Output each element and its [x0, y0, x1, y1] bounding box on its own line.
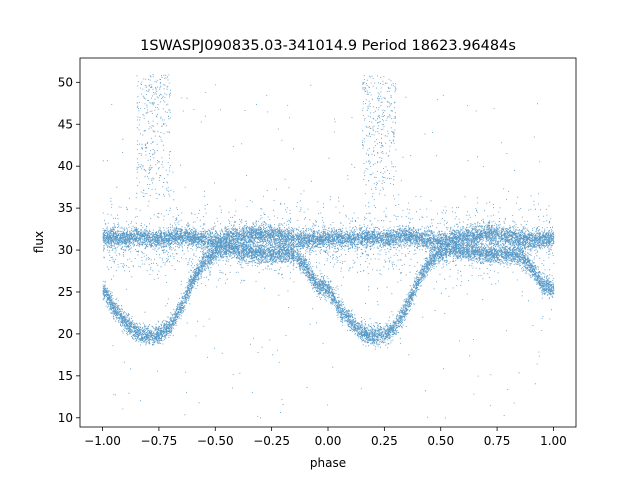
- data-points: [102, 74, 555, 419]
- y-tick-label: 50: [58, 75, 73, 89]
- x-tick-label: −0.75: [141, 434, 178, 448]
- x-tick-label: 0.25: [371, 434, 398, 448]
- x-tick-label: −0.50: [197, 434, 234, 448]
- y-tick-label: 10: [58, 411, 73, 425]
- y-tick-label: 35: [58, 201, 73, 215]
- x-tick-label: 0.50: [427, 434, 454, 448]
- x-axis-label: phase: [310, 456, 346, 470]
- x-axis: −1.00 −0.75 −0.50 −0.25 0.00 0.25 0.50 0.75 1.00: [84, 427, 567, 448]
- y-tick-label: 20: [58, 327, 73, 341]
- y-tick-label: 15: [58, 369, 73, 383]
- x-tick-label: 0.75: [484, 434, 511, 448]
- chart-title: 1SWASPJ090835.03-341014.9 Period 18623.9…: [140, 38, 516, 54]
- x-tick-label: −0.25: [253, 434, 290, 448]
- y-tick-label: 40: [58, 159, 73, 173]
- x-tick-label: 0.00: [315, 434, 342, 448]
- scatter-points: [102, 74, 555, 419]
- y-tick-label: 25: [58, 285, 73, 299]
- y-tick-label: 30: [58, 243, 73, 257]
- y-axis-label: flux: [32, 231, 46, 253]
- y-tick-label: 45: [58, 117, 73, 131]
- x-tick-label: 1.00: [540, 434, 567, 448]
- x-tick-label: −1.00: [84, 434, 121, 448]
- y-axis: 10 15 20 25 30 35 40 45 50: [58, 75, 80, 425]
